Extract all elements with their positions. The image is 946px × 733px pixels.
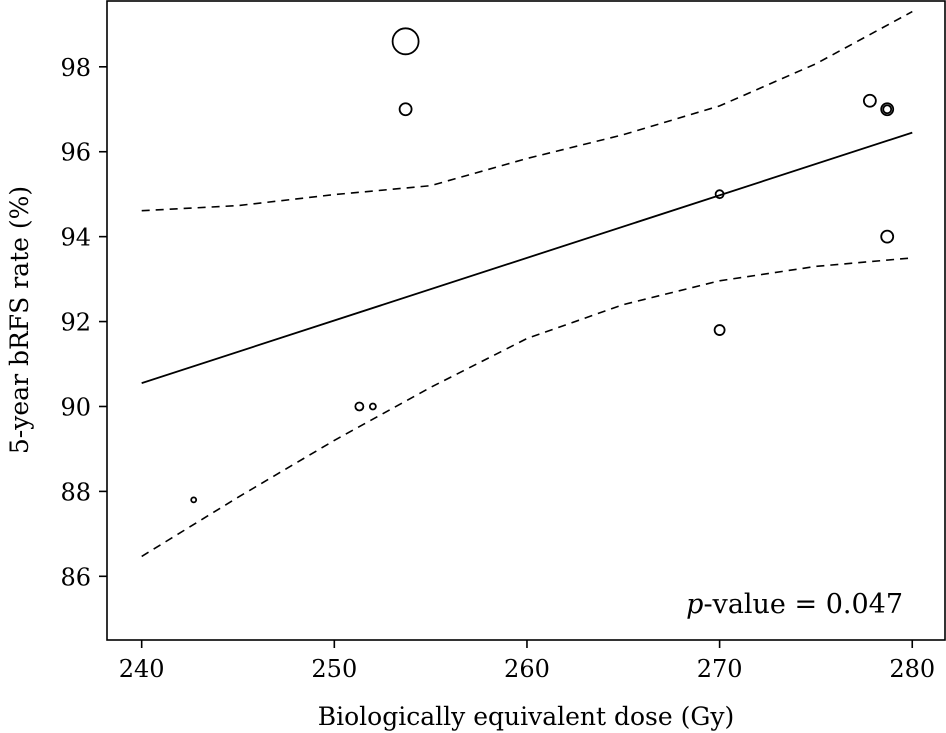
ci-upper-line <box>141 10 913 212</box>
regression-line <box>141 131 913 384</box>
x-tick-label: 250 <box>311 655 357 683</box>
x-axis-label: Biologically equivalent dose (Gy) <box>318 702 734 731</box>
data-point <box>714 189 725 200</box>
x-tick-label: 280 <box>889 655 935 683</box>
p-italic: p <box>686 589 703 620</box>
data-point <box>713 324 726 336</box>
y-axis: 86 88 90 92 94 96 98 <box>60 54 107 591</box>
p-value-annotation: p-value = 0.047 <box>686 589 903 620</box>
y-tick-label: 92 <box>60 309 91 337</box>
p-value-text: -value = 0.047 <box>703 589 903 620</box>
ci-lower-line <box>141 257 913 558</box>
y-tick-label: 98 <box>60 54 91 82</box>
data-point <box>368 402 377 411</box>
data-point <box>354 401 365 412</box>
x-tick-label: 260 <box>504 655 550 683</box>
data-points <box>190 27 895 504</box>
data-point <box>391 27 420 56</box>
y-tick-label: 86 <box>60 563 91 591</box>
data-point <box>882 104 893 115</box>
x-tick-label: 240 <box>119 655 165 683</box>
plot-frame <box>106 0 946 641</box>
y-tick-label: 88 <box>60 478 91 506</box>
y-tick-label: 94 <box>60 224 91 252</box>
data-point <box>862 93 877 108</box>
y-tick-label: 90 <box>60 393 91 421</box>
data-point <box>880 229 895 244</box>
y-axis-label: 5-year bRFS rate (%) <box>5 186 34 454</box>
y-tick-label: 96 <box>60 139 91 167</box>
data-point <box>398 102 413 117</box>
data-point <box>190 496 198 504</box>
x-tick-label: 270 <box>697 655 743 683</box>
data-point <box>880 102 895 117</box>
x-axis: 240 250 260 270 280 <box>119 640 935 683</box>
